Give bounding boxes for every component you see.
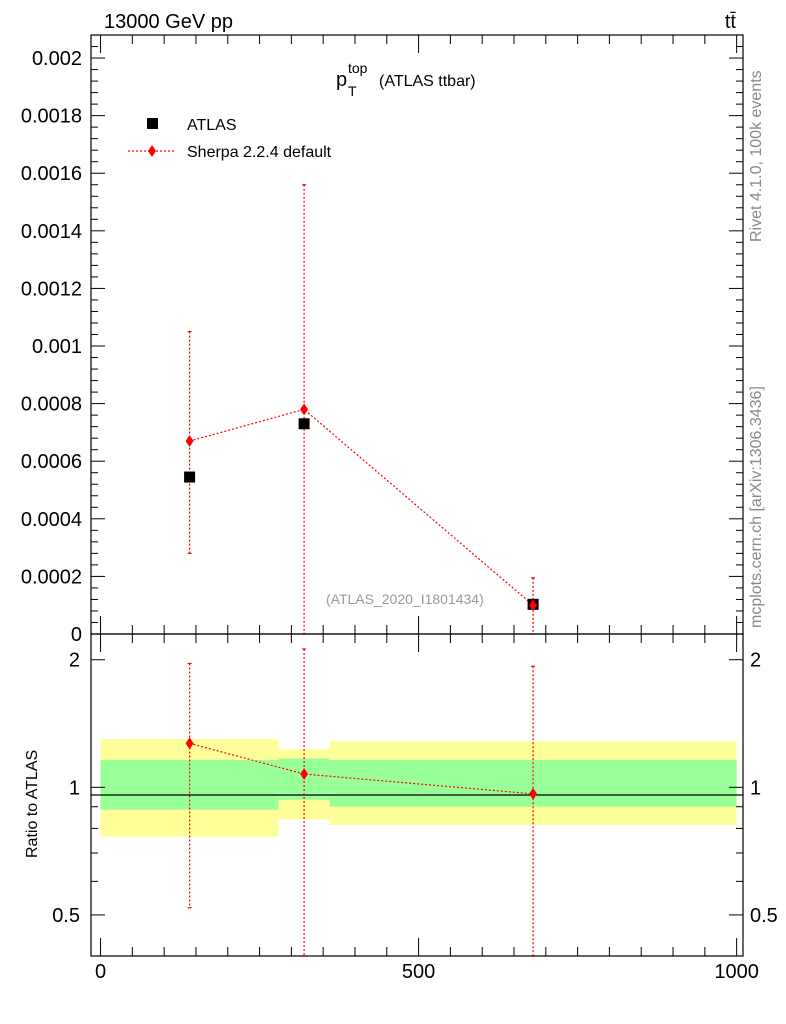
ratio-y-tick-label-right: 2 bbox=[750, 650, 761, 672]
analysis-tag: (ATLAS_2020_I1801434) bbox=[326, 591, 484, 607]
main-x-axis-ticks bbox=[100, 35, 738, 634]
plot-title-rest: (ATLAS ttbar) bbox=[379, 73, 476, 90]
main-sherpa-point bbox=[300, 403, 309, 416]
main-y-tick-label: 0.0016 bbox=[21, 163, 82, 185]
ratio-sherpa-point bbox=[300, 768, 309, 781]
main-y-tick-label: 0.0008 bbox=[21, 394, 82, 416]
energy-label: 13000 GeV pp bbox=[104, 11, 233, 33]
plot-title-superscript: top bbox=[348, 60, 368, 76]
ratio-y-tick-label-left: 1 bbox=[69, 777, 80, 799]
main-y-tick-label: 0.0012 bbox=[21, 278, 82, 300]
ratio-x-tick-label: 1000 bbox=[714, 961, 759, 983]
rivet-version-label: Rivet 4.1.0, 100k events bbox=[748, 70, 765, 242]
ratio-y-axis-label: Ratio to ATLAS bbox=[24, 750, 41, 858]
ratio-y-tick-label-right: 0.5 bbox=[750, 905, 778, 927]
main-plot-marks bbox=[184, 184, 539, 635]
main-y-tick-label: 0.0004 bbox=[21, 509, 82, 531]
main-y-tick-label: 0 bbox=[71, 624, 82, 646]
ratio-y-tick-label-right: 1 bbox=[750, 777, 761, 799]
ratio-y-tick-label-left: 2 bbox=[69, 650, 80, 672]
main-y-tick-label: 0.001 bbox=[32, 336, 82, 358]
main-plot-panel: 0 0.0002 0.0004 0.0006 0.0008 0.001 0.0012 0.00… bbox=[21, 34, 744, 646]
legend-sherpa-label: Sherpa 2.2.4 default bbox=[187, 144, 332, 161]
main-y-tick-label: 0.0002 bbox=[21, 566, 82, 588]
main-atlas-point bbox=[184, 471, 196, 483]
ratio-sherpa-point bbox=[185, 737, 194, 750]
ratio-x-tick-label: 500 bbox=[402, 961, 435, 983]
ratio-x-tick-label: 0 bbox=[95, 961, 106, 983]
ratio-plot-marks bbox=[185, 648, 538, 957]
plot-title-subscript: T bbox=[348, 83, 357, 99]
legend-atlas-marker bbox=[147, 118, 158, 129]
ratio-y-axis: 0.5 0.5 1 1 2 2 bbox=[52, 650, 778, 927]
ratio-plot-panel: 0.5 0.5 1 1 2 2 0 500 1000 Ratio to ATLAS bbox=[24, 633, 778, 983]
mcplots-label: mcplots.cern.ch [arXiv:1306.3436] bbox=[748, 386, 765, 628]
main-y-tick-label: 0.0014 bbox=[21, 221, 82, 243]
ratio-sherpa-point bbox=[529, 787, 538, 800]
legend: ATLAS Sherpa 2.2.4 default bbox=[128, 117, 332, 161]
legend-sherpa-marker bbox=[148, 145, 156, 157]
ratio-x-axis: 0 500 1000 bbox=[95, 634, 759, 983]
process-label: tt̄ bbox=[725, 11, 737, 33]
main-atlas-point bbox=[298, 418, 310, 430]
main-y-tick-label: 0.0006 bbox=[21, 451, 82, 473]
main-y-tick-label: 0.002 bbox=[32, 48, 82, 70]
plot-title-p: p bbox=[336, 69, 347, 91]
ratio-uncertainty-bands bbox=[100, 739, 737, 837]
main-y-tick-label: 0.0018 bbox=[21, 106, 82, 128]
main-sherpa-line bbox=[189, 408, 534, 606]
main-y-axis: 0 0.0002 0.0004 0.0006 0.0008 0.001 0.0012 0.00… bbox=[21, 34, 743, 646]
main-sherpa-point bbox=[529, 599, 538, 612]
ratio-plot-frame bbox=[90, 633, 744, 957]
main-sherpa-point bbox=[185, 435, 194, 448]
ratio-y-tick-label-left: 0.5 bbox=[52, 905, 80, 927]
legend-atlas-label: ATLAS bbox=[187, 117, 237, 134]
